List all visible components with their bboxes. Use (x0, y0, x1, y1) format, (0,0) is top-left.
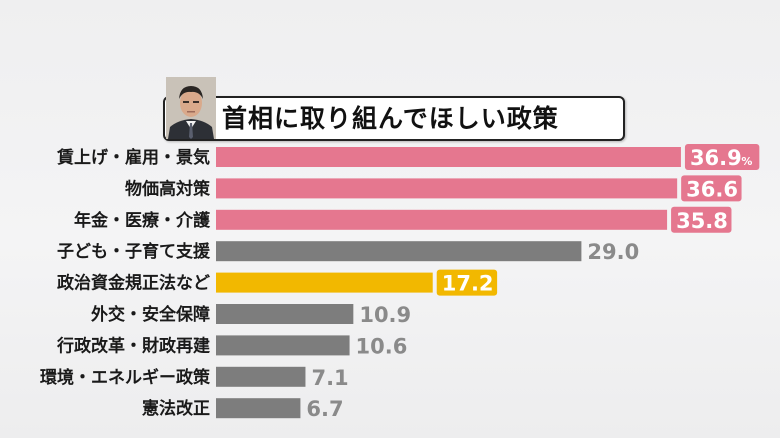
value-label-box (684, 144, 760, 170)
bar (216, 272, 433, 293)
value-label: 35.8 (676, 209, 728, 233)
bar (216, 147, 681, 167)
title-box (163, 96, 625, 141)
category-label: 子ども・子育て支援 (57, 241, 211, 262)
category-label: 環境・エネルギー政策 (40, 367, 211, 388)
prime-minister-portrait (166, 77, 216, 139)
value-label: 29.0 (587, 240, 639, 264)
value-label: 17.2 (442, 272, 494, 296)
value-label-box (671, 206, 732, 233)
value-label-box (681, 175, 742, 202)
bar (216, 398, 301, 419)
value-label: 36.9 (690, 146, 742, 170)
value-label: 6.7 (306, 397, 343, 421)
bar (216, 304, 354, 324)
category-label: 物価高対策 (125, 178, 211, 199)
bar (216, 366, 306, 387)
bar (216, 241, 582, 262)
value-label: 36.6 (686, 177, 738, 201)
category-label: 政治資金規正法など (57, 273, 210, 294)
category-label: 行政改革・財政再建 (56, 335, 210, 356)
chart-title: 首相に取り組んでほしい政策 (222, 104, 559, 133)
value-label: 10.9 (359, 303, 411, 327)
category-label: 賃上げ・雇用・景気 (56, 147, 210, 168)
percent-unit: % (741, 155, 752, 168)
category-label: 外交・安全保障 (91, 304, 210, 325)
bar (216, 335, 350, 356)
bar (216, 209, 668, 230)
category-label: 年金・医療・介護 (74, 210, 211, 231)
value-label-box (436, 269, 498, 296)
bar (216, 178, 678, 199)
category-label: 憲法改正 (141, 398, 210, 419)
value-label: 7.1 (311, 366, 348, 390)
value-label: 10.6 (356, 334, 408, 358)
